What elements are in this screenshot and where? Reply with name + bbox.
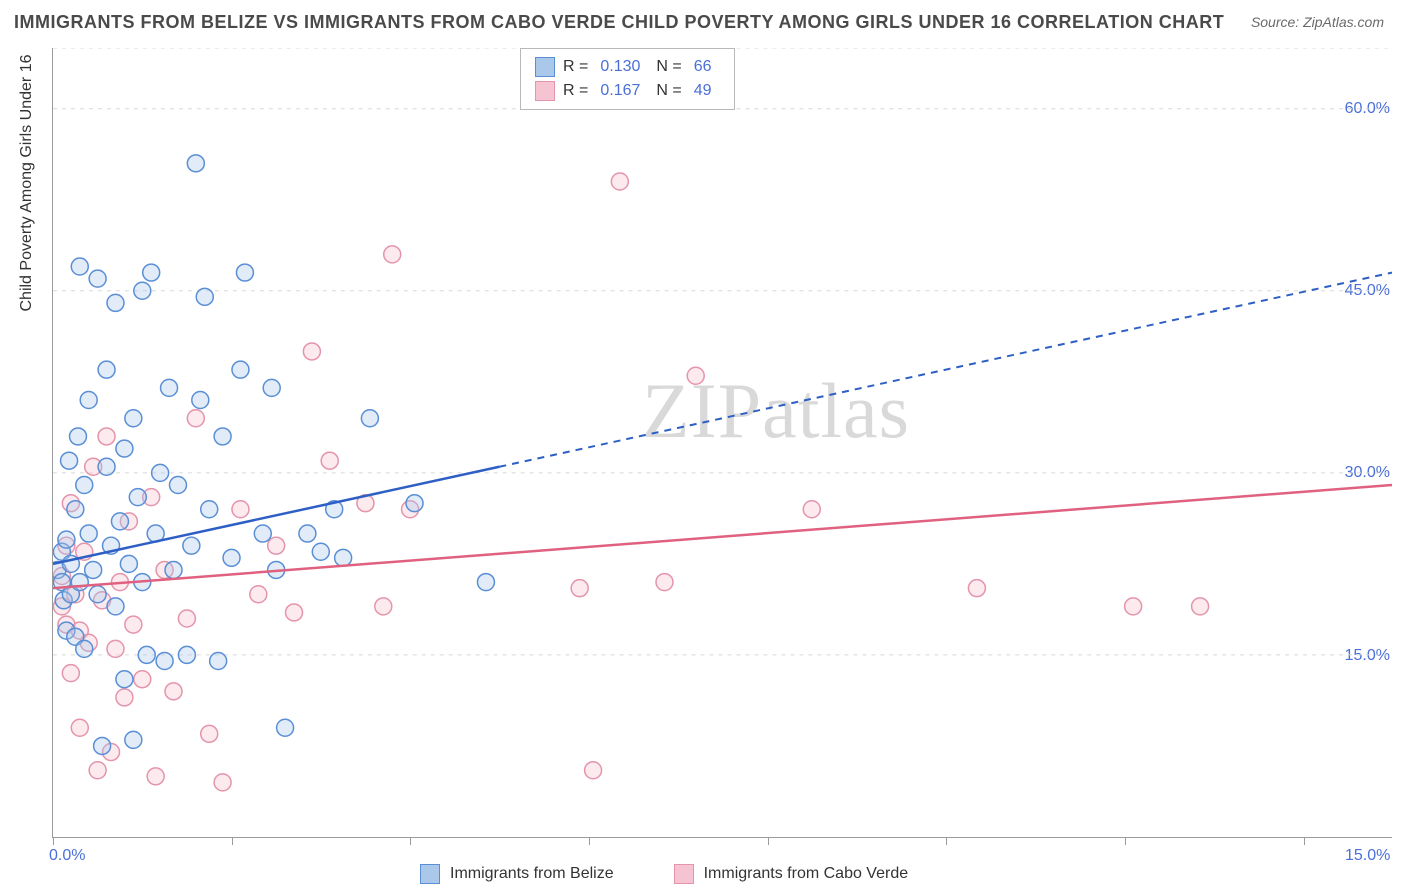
r-label: R = [563, 82, 588, 100]
legend-row-cabo-verde: R = 0.167 N = 49 [535, 79, 720, 103]
n-value-belize: 66 [694, 58, 712, 76]
legend-item-cabo-verde: Immigrants from Cabo Verde [674, 864, 909, 884]
legend-label-belize: Immigrants from Belize [450, 865, 614, 883]
x-tick [589, 837, 590, 845]
n-label: N = [656, 58, 681, 76]
chart-title: IMMIGRANTS FROM BELIZE VS IMMIGRANTS FRO… [14, 12, 1224, 33]
plot-area: ZIPatlas 15.0%30.0%45.0%60.0%0.0%15.0% [52, 48, 1392, 838]
n-label: N = [656, 82, 681, 100]
x-tick [410, 837, 411, 845]
swatch-belize-bottom [420, 864, 440, 884]
x-tick [53, 837, 54, 845]
x-tick [946, 837, 947, 845]
series-legend: Immigrants from Belize Immigrants from C… [420, 864, 908, 884]
correlation-legend: R = 0.130 N = 66 R = 0.167 N = 49 [520, 48, 735, 110]
x-tick [1304, 837, 1305, 845]
r-value-belize: 0.130 [600, 58, 640, 76]
chart-svg [53, 48, 1392, 837]
x-tick-label: 15.0% [1345, 847, 1390, 865]
x-tick [1125, 837, 1126, 845]
r-label: R = [563, 58, 588, 76]
swatch-belize [535, 57, 555, 77]
r-value-cabo-verde: 0.167 [600, 82, 640, 100]
legend-label-cabo-verde: Immigrants from Cabo Verde [704, 865, 909, 883]
legend-item-belize: Immigrants from Belize [420, 864, 614, 884]
y-axis-title: Child Poverty Among Girls Under 16 [18, 55, 36, 312]
n-value-cabo-verde: 49 [694, 82, 712, 100]
x-tick [768, 837, 769, 845]
swatch-cabo-verde-bottom [674, 864, 694, 884]
x-tick-label: 0.0% [49, 847, 85, 865]
legend-row-belize: R = 0.130 N = 66 [535, 55, 720, 79]
source-attribution: Source: ZipAtlas.com [1251, 14, 1384, 30]
swatch-cabo-verde [535, 81, 555, 101]
x-tick [232, 837, 233, 845]
